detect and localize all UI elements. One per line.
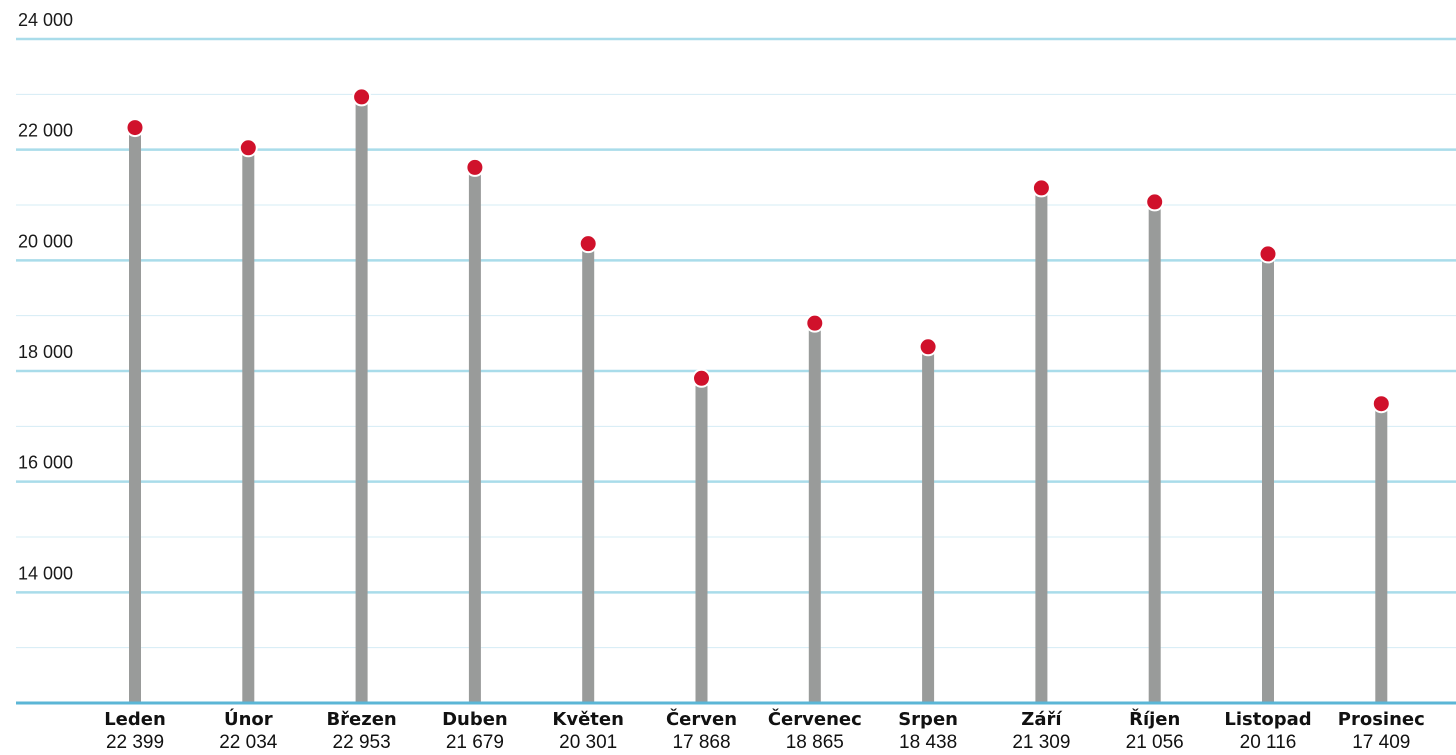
x-value-label: 20 116	[1240, 732, 1297, 753]
marker-Leden	[125, 118, 145, 138]
y-tick-label: 14 000	[18, 563, 73, 583]
x-value-label: 21 309	[1012, 732, 1070, 753]
stem-Červen	[695, 378, 708, 703]
marker-Prosinec	[1371, 394, 1391, 414]
x-category-label: Prosinec	[1338, 709, 1425, 730]
stem-Březen	[355, 96, 368, 703]
y-tick-label: 18 000	[18, 342, 73, 362]
x-value-label: 20 301	[559, 732, 617, 753]
x-value-label: 21 679	[446, 732, 504, 753]
stem-Leden	[129, 127, 141, 703]
marker-Duben	[465, 157, 485, 177]
x-category-label: Leden	[104, 709, 166, 730]
stem-Prosinec	[1375, 403, 1388, 703]
marker-Červenec	[805, 313, 825, 333]
y-tick-label: 16 000	[18, 453, 73, 473]
x-category-label: Červenec	[768, 708, 862, 730]
x-category-label: Listopad	[1224, 709, 1311, 730]
grid-lines	[16, 37, 1456, 649]
x-value-label: 22 399	[106, 732, 164, 753]
stems	[129, 96, 1388, 704]
stem-Duben	[468, 167, 481, 704]
stem-Listopad	[1262, 253, 1274, 703]
marker-Červen	[692, 368, 711, 388]
marker-Únor	[238, 138, 258, 158]
stem-Srpen	[922, 346, 935, 703]
x-category-label: Září	[1021, 709, 1062, 730]
stem-Červenec	[808, 323, 821, 703]
x-category-label: Říjen	[1129, 708, 1180, 730]
x-value-label: 18 865	[786, 732, 844, 753]
y-tick-label: 20 000	[18, 231, 73, 251]
markers	[125, 87, 1391, 414]
marker-Září	[1031, 178, 1051, 198]
marker-Březen	[352, 87, 372, 107]
stem-Únor	[242, 147, 255, 703]
x-category-label: Březen	[326, 709, 396, 730]
stem-Říjen	[1148, 201, 1161, 703]
x-category-label: Květen	[552, 709, 624, 730]
x-value-label: 22 034	[219, 732, 278, 753]
marker-Říjen	[1145, 192, 1165, 212]
x-value-label: 18 438	[899, 732, 957, 753]
y-axis: 14 000 16 000 18 000 20 000 22 000 24 000	[18, 10, 73, 583]
y-tick-label: 22 000	[18, 121, 73, 141]
x-value-label: 22 953	[333, 732, 391, 753]
y-tick-label: 24 000	[18, 10, 73, 30]
x-category-label: Duben	[442, 709, 508, 730]
x-category-label: Únor	[224, 708, 273, 730]
stem-Květen	[582, 243, 595, 704]
x-category-label: Červen	[666, 708, 737, 730]
stem-Září	[1035, 187, 1048, 704]
marker-Srpen	[918, 337, 938, 357]
x-value-label: 17 868	[672, 732, 730, 753]
x-category-label: Srpen	[898, 709, 958, 730]
marker-Listopad	[1258, 244, 1278, 264]
x-value-label: 17 409	[1352, 732, 1410, 753]
x-value-label: 21 056	[1126, 732, 1184, 753]
marker-Květen	[578, 234, 598, 254]
